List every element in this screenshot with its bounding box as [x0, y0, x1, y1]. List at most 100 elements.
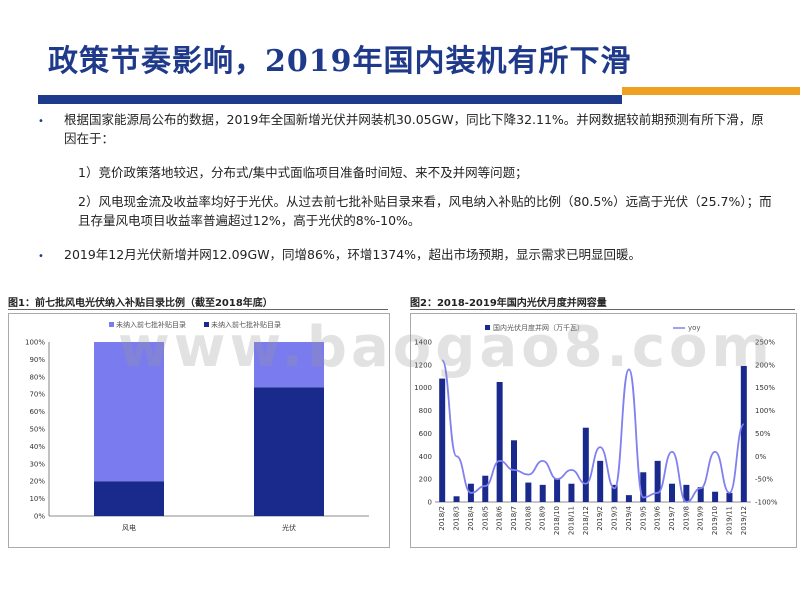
x-tick-label: 2019/8	[682, 506, 690, 531]
bar	[496, 382, 503, 502]
bullet-marker-2: •	[38, 251, 44, 262]
x-tick-label: 2018/3	[453, 506, 461, 531]
y-tick-label: 0%	[34, 513, 45, 521]
bar	[683, 484, 690, 502]
x-tick-label: 2018/10	[553, 506, 561, 535]
legend-swatch	[485, 325, 490, 330]
bar	[611, 484, 618, 502]
x-tick-label: 2018/6	[496, 505, 504, 530]
bullet-text-1: 根据国家能源局公布的数据，2019年全国新增光伏并网装机30.05GW，同比下降…	[64, 112, 764, 146]
y-left-tick-label: 1000	[414, 384, 432, 392]
y-tick-label: 100%	[25, 339, 45, 347]
bar	[640, 472, 647, 502]
bar-segment	[254, 387, 324, 516]
legend-label: yoy	[688, 324, 701, 332]
x-tick-label: 2019/2	[596, 506, 604, 531]
legend-label: 未纳入前七批补贴目录	[211, 320, 281, 329]
y-right-tick-label: 50%	[755, 430, 771, 438]
bar	[740, 366, 747, 502]
stacked-bar-chart: 0% 10% 20% 30% 40% 50% 60% 70% 80% 90% 100% 未纳入前七批补…	[25, 320, 369, 532]
y-left-tick-label: 600	[419, 430, 432, 438]
y-left-tick-label: 200	[419, 476, 432, 484]
bar	[525, 482, 532, 502]
x-tick-label: 2019/6	[654, 505, 662, 530]
x-tick-label: 2019/7	[668, 506, 676, 531]
y-tick-label: 80%	[29, 373, 45, 381]
x-tick-label: 光伏	[282, 523, 296, 532]
y-right-tick-label: 0%	[755, 453, 766, 461]
bar-segment	[254, 342, 324, 388]
y-tick-label: 40%	[29, 443, 45, 451]
legend-label: 未纳入前七批补贴目录	[116, 320, 186, 329]
x-tick-label: 2019/3	[611, 506, 619, 531]
reason-item-2: 2）风电现金流及收益率均好于光伏。从过去前七批补贴目录来看，风电纳入补贴的比例（…	[78, 194, 772, 228]
figure2-rule	[410, 309, 795, 310]
bar	[539, 484, 546, 502]
bar	[568, 483, 575, 502]
bar	[554, 479, 561, 502]
bar-segment	[94, 342, 164, 482]
bar	[582, 427, 589, 502]
bar	[654, 460, 661, 502]
y-left-tick-label: 0	[428, 499, 432, 507]
y-tick-label: 30%	[29, 460, 45, 468]
y-tick-label: 70%	[29, 391, 45, 399]
x-tick-label: 2018/9	[539, 506, 547, 531]
bar	[482, 475, 489, 502]
yoy-line	[441, 359, 745, 503]
bar	[597, 460, 604, 502]
y-right-tick-label: 200%	[755, 361, 775, 369]
y-right-tick-label: 100%	[755, 407, 775, 415]
x-tick-label: 2019/5	[639, 506, 647, 531]
bullet-marker-1: •	[38, 116, 44, 127]
x-tick-label: 2018/7	[510, 506, 518, 531]
reason-item-1: 1）竞价政策落地较迟，分布式/集中式面临项目准备时间短、来不及并网等问题；	[78, 165, 528, 180]
page-title: 政策节奏影响，2019年国内装机有所下滑	[48, 44, 632, 79]
x-tick-label: 2018/4	[467, 505, 475, 530]
legend-label: 国内光伏月度并网（万千瓦）	[493, 323, 584, 332]
y-tick-label: 90%	[29, 356, 45, 364]
x-tick-label: 2019/11	[725, 506, 733, 535]
bar	[712, 491, 719, 502]
title-rule-orange	[622, 87, 800, 95]
x-tick-label: 2019/9	[697, 506, 705, 531]
bar	[697, 487, 704, 502]
legend-swatch	[204, 322, 209, 327]
bar	[511, 440, 517, 502]
y-left-tick-label: 1400	[414, 339, 432, 347]
x-tick-label: 2019/12	[740, 506, 748, 535]
bullet-text-2: 2019年12月光伏新增并网12.09GW，同增86%，环增1374%，超出市场…	[64, 247, 642, 262]
y-tick-label: 50%	[29, 426, 45, 434]
y-left-tick-label: 400	[419, 453, 432, 461]
bar	[439, 378, 446, 502]
x-tick-label: 2019/10	[711, 506, 719, 535]
figure1-panel: 0% 10% 20% 30% 40% 50% 60% 70% 80% 90% 100% 未纳入前七批补…	[8, 313, 390, 548]
x-tick-label: 2018/8	[524, 506, 532, 531]
legend-swatch	[109, 322, 114, 327]
y-tick-label: 20%	[29, 478, 45, 486]
x-tick-label: 2018/5	[481, 506, 489, 531]
x-tick-label: 2018/11	[567, 506, 575, 535]
y-right-tick-label: 250%	[755, 339, 775, 347]
figure1-title: 图1：前七批风电光伏纳入补贴目录比例（截至2018年底）	[8, 298, 273, 309]
y-right-tick-label: -100%	[755, 499, 778, 507]
bar-line-chart: 0 200 400 600 800 1000 1200 1400 -100% -50% 0% 50% 1…	[414, 323, 778, 535]
y-right-tick-label: 150%	[755, 384, 775, 392]
bar-segment	[94, 481, 164, 516]
y-left-tick-label: 800	[419, 407, 432, 415]
y-left-tick-label: 1200	[414, 361, 432, 369]
title-rule-blue	[38, 95, 622, 104]
bar	[726, 492, 733, 502]
x-tick-label: 2018/2	[438, 506, 446, 531]
bar	[669, 483, 675, 502]
bar	[453, 496, 460, 502]
figure2-title: 图2：2018-2019年国内光伏月度并网容量	[410, 298, 607, 309]
x-tick-label: 2018/12	[582, 506, 590, 535]
bar	[625, 495, 632, 502]
y-tick-label: 60%	[29, 408, 45, 416]
figure1-rule	[8, 309, 388, 310]
figure2-panel: 0 200 400 600 800 1000 1200 1400 -100% -50% 0% 50% 1…	[410, 313, 797, 548]
y-tick-label: 10%	[29, 495, 45, 503]
y-right-tick-label: -50%	[755, 476, 773, 484]
x-tick-label: 风电	[122, 523, 136, 532]
